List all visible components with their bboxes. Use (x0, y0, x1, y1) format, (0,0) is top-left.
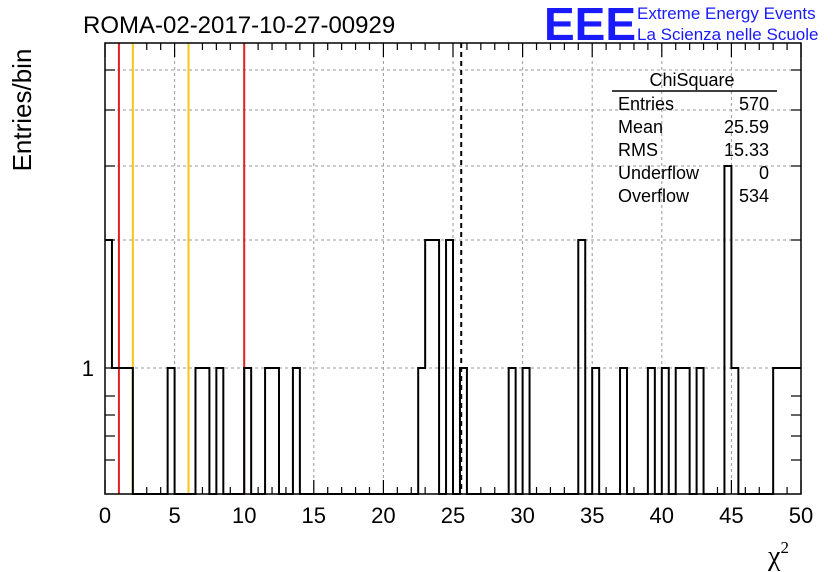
stats-row-value: 15.33 (724, 140, 769, 160)
chart-title: ROMA-02-2017-10-27-00929 (83, 12, 395, 39)
stats-box-name: ChiSquare (649, 70, 734, 90)
logo-line-2: La Scienza nelle Scuole (637, 25, 818, 44)
histogram-outline (105, 165, 801, 495)
y-axis-title: Entries/bin (7, 49, 37, 172)
logo: EEE Extreme Energy Events La Scienza nel… (544, 0, 818, 50)
x-tick-label: 45 (719, 503, 743, 528)
x-tick-label: 0 (99, 503, 111, 528)
x-axis-title-base: χ (767, 541, 781, 572)
x-axis-title: χ2 (767, 538, 789, 572)
logo-line-1: Extreme Energy Events (637, 4, 816, 23)
x-tick-label: 50 (789, 503, 813, 528)
stats-box: ChiSquare Entries 570 Mean 25.59 RMS 15.33 Und… (612, 70, 777, 206)
x-tick-label: 25 (441, 503, 465, 528)
stats-row-value: 0 (759, 163, 769, 183)
stats-row-label: Entries (618, 94, 674, 114)
x-tick-labels: 0 5 10 15 20 25 30 35 40 45 50 (99, 503, 813, 528)
stats-rows: Entries 570 Mean 25.59 RMS 15.33 Underflow 0 Ove… (618, 94, 769, 206)
x-tick-label: 30 (510, 503, 534, 528)
stats-row-value: 534 (739, 186, 769, 206)
marker-lines (117, 43, 463, 494)
plot-frame (104, 42, 802, 495)
stats-row-label: RMS (618, 140, 658, 160)
x-tick-label: 40 (650, 503, 674, 528)
stats-row-value: 25.59 (724, 117, 769, 137)
y-tick-label-1: 1 (82, 356, 94, 381)
x-tick-label: 10 (232, 503, 256, 528)
x-tick-label: 35 (580, 503, 604, 528)
x-axis-title-superscript: 2 (780, 538, 789, 557)
x-tick-label: 15 (302, 503, 326, 528)
stats-row-label: Underflow (618, 163, 700, 183)
x-tick-label: 20 (371, 503, 395, 528)
x-tick-label: 5 (168, 503, 180, 528)
stats-row-value: 570 (739, 94, 769, 114)
stats-row-label: Overflow (618, 186, 690, 206)
logo-mark: EEE (544, 0, 636, 50)
stats-row-label: Mean (618, 117, 663, 137)
